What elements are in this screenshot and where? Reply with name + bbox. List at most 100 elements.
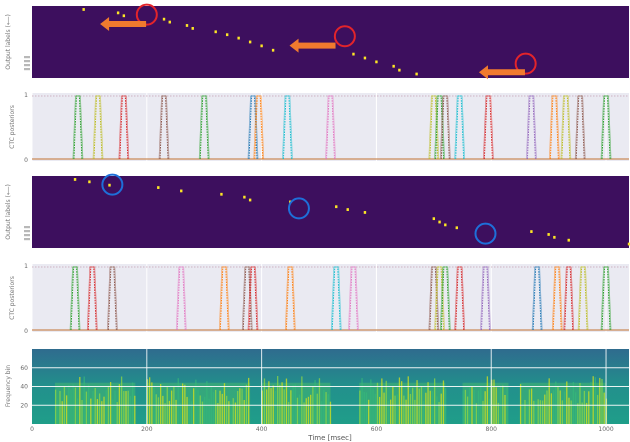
- alignment-1-arrow-head: [478, 65, 488, 80]
- harmonic-stripe: [208, 398, 210, 424]
- harmonic-stripe: [526, 401, 528, 424]
- harmonic-stripe: [528, 389, 531, 424]
- harmonic-stripe: [190, 401, 193, 424]
- alignment-2-dot: [248, 198, 252, 202]
- ctc-2-spike-outline: [218, 266, 230, 331]
- harmonic-stripe: [134, 395, 136, 424]
- harmonic-stripe: [153, 387, 155, 424]
- harmonic-stripe: [365, 392, 368, 424]
- ctc-2-spike-outline: [531, 266, 543, 331]
- spectrogram-xtick-label: 400: [256, 426, 268, 433]
- alignment-2-dot: [627, 242, 630, 246]
- harmonic-stripe: [566, 381, 568, 424]
- ctc-1-spike: [282, 95, 292, 160]
- ctc-1-spikes: [72, 95, 612, 160]
- harmonic-stripe: [105, 390, 107, 424]
- harmonic-stripe: [248, 377, 250, 424]
- harmonic-stripe: [129, 395, 132, 424]
- ctc-2-spike-outline: [330, 266, 342, 331]
- harmonic-stripe: [197, 389, 199, 424]
- alignment-2-dot: [438, 220, 441, 224]
- harmonic-stripe: [445, 388, 447, 424]
- ctc-2-spike: [248, 266, 258, 331]
- harmonic-stripe: [570, 400, 572, 424]
- panel-spectrogram: 20 40 60 0 200 400 600 800 1000 Frequency bin T…: [5, 349, 629, 442]
- harmonic-stripe: [546, 390, 548, 424]
- harmonic-stripe: [559, 390, 561, 424]
- harmonic-stripe: [292, 384, 294, 424]
- ctc-2-spike-outline: [551, 266, 563, 331]
- panel-alignment-1: Output labels (⟵): [5, 3, 629, 80]
- harmonic-stripe: [486, 376, 489, 424]
- harmonic-stripe: [572, 382, 575, 424]
- harmonic-stripe: [237, 391, 239, 424]
- spectrogram-ytick-label: 20: [20, 402, 28, 409]
- harmonic-stripe: [473, 389, 475, 424]
- harmonic-stripe: [70, 389, 72, 424]
- alignment-1-circle-annotation: [135, 3, 158, 26]
- ctc-1-spike: [254, 95, 264, 160]
- harmonic-stripe: [296, 397, 299, 424]
- alignment-1-dots: [82, 8, 418, 76]
- ctc-2-spike-outline: [107, 266, 118, 331]
- ctc-2-spike-outline: [69, 266, 81, 331]
- alignment-2-dot: [567, 238, 570, 242]
- harmonic-stripe: [164, 403, 166, 424]
- harmonic-stripe: [425, 392, 427, 424]
- harmonic-stripe: [541, 400, 544, 424]
- harmonic-stripe: [396, 394, 398, 424]
- ctc-1-spike-outline: [560, 95, 572, 160]
- ctc-2-spike: [87, 266, 97, 331]
- harmonic-stripe: [325, 392, 327, 424]
- alignment-1-annotations: [100, 3, 537, 80]
- harmonic-stripe: [79, 376, 81, 424]
- ctc-2-spike: [455, 266, 465, 331]
- ctc-2-background: [32, 264, 629, 332]
- harmonic-stripe: [94, 387, 96, 424]
- panel-alignment-2: Output labels (⟵): [5, 173, 630, 248]
- harmonic-stripe: [550, 393, 553, 424]
- ctc-2-spike-outline: [439, 266, 451, 331]
- harmonic-stripe: [179, 402, 182, 424]
- harmonic-stripe: [188, 398, 190, 424]
- harmonic-stripe: [201, 401, 204, 424]
- ctc-1-spike: [561, 95, 571, 160]
- harmonic-stripe: [109, 382, 112, 424]
- harmonic-stripe: [74, 387, 77, 424]
- harmonic-stripe: [157, 397, 160, 424]
- harmonic-stripe: [438, 401, 440, 424]
- harmonic-stripe: [370, 379, 372, 424]
- harmonic-stripe: [301, 376, 303, 424]
- ctc-1-spike: [199, 95, 209, 160]
- ctc-1-spike-outline: [247, 95, 259, 160]
- harmonic-stripe: [305, 398, 307, 424]
- harmonic-stripe: [466, 396, 469, 424]
- ctc-1-spike-outline: [92, 95, 104, 160]
- ctc-1-spike: [549, 95, 559, 160]
- harmonic-stripe: [299, 394, 301, 424]
- alignment-1-dot: [415, 72, 418, 76]
- alignment-1-dot: [363, 56, 367, 60]
- ctc-1-spike: [73, 95, 83, 160]
- harmonic-stripe: [462, 390, 464, 424]
- harmonic-stripe: [131, 382, 134, 424]
- harmonic-stripe: [204, 396, 206, 424]
- ctc-2-spike: [348, 266, 358, 331]
- alignment-1-dot: [168, 20, 171, 24]
- ctc-1-ytick-0: 0: [24, 157, 28, 164]
- harmonic-stripe: [277, 376, 279, 424]
- ctc-2-spike-outline: [577, 266, 589, 331]
- ctc-2-spike: [176, 266, 186, 331]
- harmonic-stripe: [323, 389, 325, 424]
- ctc-1-spike-outline: [574, 95, 586, 160]
- harmonic-stripe: [423, 400, 425, 424]
- ctc-2-spike-outline: [428, 266, 440, 331]
- harmonic-stripe: [583, 390, 586, 424]
- harmonic-stripe: [414, 399, 416, 424]
- harmonic-stripe: [548, 378, 550, 424]
- alignment-2-circle-annotation: [474, 222, 497, 245]
- harmonic-stripe: [81, 399, 83, 424]
- harmonic-stripe: [398, 377, 401, 424]
- harmonic-stripe: [283, 389, 285, 424]
- harmonic-stripe: [577, 403, 579, 424]
